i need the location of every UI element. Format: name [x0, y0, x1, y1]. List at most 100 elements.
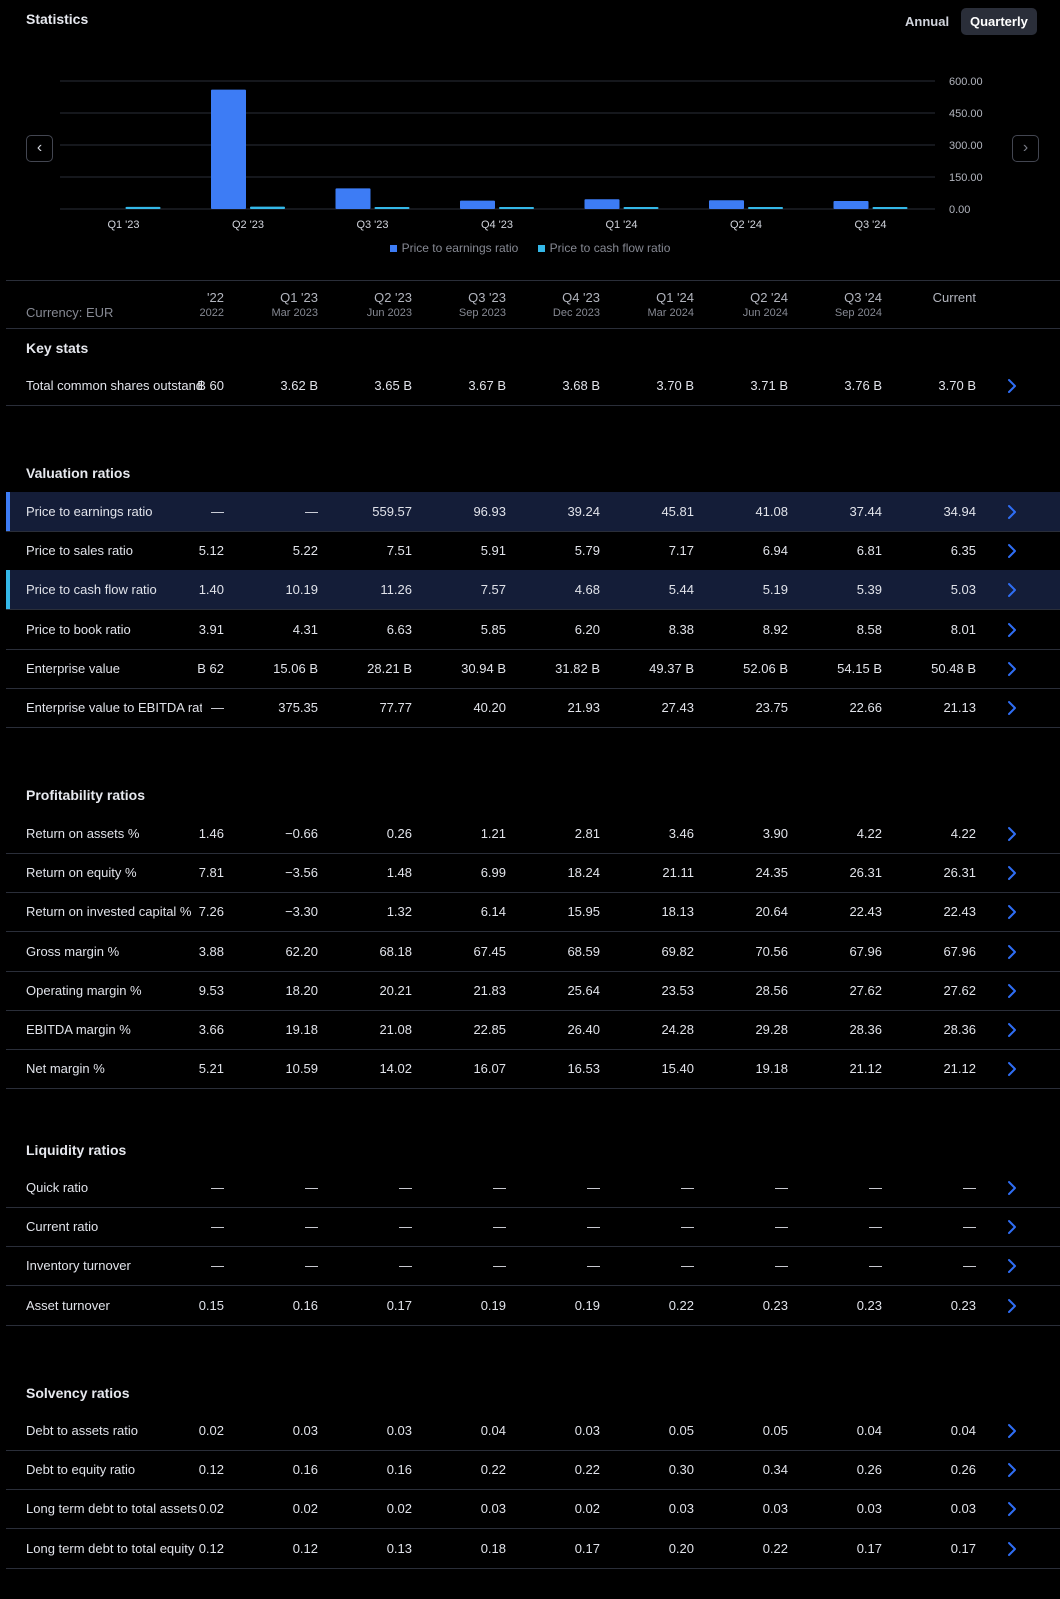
row-value: 26.31: [943, 865, 976, 881]
table-row[interactable]: Gross margin % 3.88 62.20 68.18 67.45 68.59 69…: [6, 932, 1060, 972]
chevron-right-icon[interactable]: [1005, 824, 1019, 844]
table-row[interactable]: Quick ratio — — — — — — — — —: [6, 1168, 1060, 1208]
row-divider: [6, 1049, 1060, 1050]
chevron-right-icon[interactable]: [1005, 502, 1019, 522]
bar-pcf: [499, 207, 534, 209]
row-value: 0.04: [480, 1423, 506, 1438]
table-row[interactable]: Total common shares outstanding 60 B 3.62 …: [6, 366, 1060, 406]
legend-item-pe[interactable]: Price to earnings ratio: [389, 241, 518, 255]
row-value: 67.96: [849, 943, 882, 959]
row-value: 10.19: [285, 582, 318, 598]
chevron-right-icon[interactable]: [1005, 981, 1019, 1001]
table-row[interactable]: Operating margin % 9.53 18.20 20.21 21.83 25.…: [6, 971, 1060, 1011]
series-indicator: [6, 492, 10, 532]
table-row[interactable]: Price to earnings ratio — — 559.57 96.93 39.2…: [6, 492, 1060, 532]
period-header: Q4 '23 Dec 2023: [504, 290, 600, 321]
table-row[interactable]: Enterprise value 62 B 15.06 B 28.21 B 30.94 …: [6, 649, 1060, 689]
row-value: 0.03: [856, 1501, 882, 1517]
period-label: '22: [207, 290, 224, 305]
table-row[interactable]: Current ratio — — — — — — — — —: [6, 1207, 1060, 1247]
chevron-right-icon[interactable]: [1005, 942, 1019, 962]
chart-legend: Price to earnings ratio Price to cash fl…: [0, 241, 1060, 255]
table-row[interactable]: Asset turnover 0.15 0.16 0.17 0.19 0.19 0.22 0.…: [6, 1286, 1060, 1326]
table-row[interactable]: Return on assets % 1.46 −0.66 0.26 1.21 2.81 3…: [6, 814, 1060, 854]
chevron-right-icon[interactable]: [1005, 1178, 1019, 1198]
row-value: 6.63: [386, 621, 412, 637]
period-label: Q1 '23: [280, 290, 318, 305]
chevron-right-icon[interactable]: [1005, 1499, 1019, 1519]
chart-next-button[interactable]: ›: [1012, 135, 1039, 162]
annual-toggle[interactable]: Annual: [905, 14, 950, 29]
table-row[interactable]: Price to book ratio 3.91 4.31 6.63 5.85 6.20 8…: [6, 610, 1060, 650]
table-row[interactable]: Return on invested capital % 7.26 −3.30 1.3…: [6, 892, 1060, 932]
table-header: Currency: EUR '22 2022 Q1 '23 Mar 2023 Q2 '2…: [0, 286, 1060, 336]
row-value: —: [587, 1219, 600, 1235]
table-row[interactable]: Return on equity % 7.81 −3.56 1.48 6.99 18.24…: [6, 853, 1060, 893]
row-value: 0.34: [762, 1462, 788, 1478]
row-value: —: [869, 1258, 882, 1274]
chevron-right-icon[interactable]: [1005, 541, 1019, 561]
chevron-right-icon[interactable]: [1005, 863, 1019, 883]
row-value: 22.66: [849, 700, 882, 715]
row-value: 52.06 B: [743, 660, 788, 676]
quarterly-toggle[interactable]: Quarterly: [961, 8, 1037, 35]
row-value: 41.08: [755, 504, 788, 519]
row-divider: [6, 1285, 1060, 1287]
row-value: 0.05: [668, 1423, 694, 1438]
chevron-right-icon[interactable]: [1005, 1296, 1019, 1316]
row-value: —: [399, 1219, 412, 1235]
row-value: 21.13: [943, 700, 976, 715]
chevron-right-icon[interactable]: [1005, 1217, 1019, 1237]
period-label: Current: [932, 290, 976, 305]
chevron-right-icon[interactable]: [1005, 620, 1019, 640]
row-label: Total common shares outstanding: [26, 378, 202, 393]
table-row[interactable]: Price to cash flow ratio 1.40 10.19 11.26 7.…: [6, 570, 1060, 611]
row-value: 28.36: [943, 1022, 976, 1037]
table-row[interactable]: Long term debt to total assets 0.02 0.02 0.…: [6, 1489, 1060, 1529]
table-row[interactable]: EBITDA margin % 3.66 19.18 21.08 22.85 26.40 2…: [6, 1010, 1060, 1050]
row-value: 22.43: [943, 904, 976, 920]
chevron-right-icon[interactable]: [1005, 1539, 1019, 1559]
period-header: Q3 '24 Sep 2024: [786, 290, 882, 321]
row-value: 8.01: [950, 621, 976, 637]
table-row[interactable]: Debt to equity ratio 0.12 0.16 0.16 0.22 0.22…: [6, 1450, 1060, 1490]
row-value: 6.99: [480, 865, 506, 881]
row-value: 21.12: [943, 1061, 976, 1077]
period-label: Q2 '23: [374, 290, 412, 305]
y-tick-label: 150.00: [949, 172, 983, 184]
chevron-right-icon[interactable]: [1005, 1460, 1019, 1480]
chevron-right-icon[interactable]: [1005, 659, 1019, 679]
chevron-right-icon[interactable]: [1005, 1059, 1019, 1079]
row-value: 0.02: [574, 1501, 600, 1517]
chevron-right-icon[interactable]: [1005, 580, 1019, 600]
legend-item-pcf[interactable]: Price to cash flow ratio: [537, 241, 670, 255]
chevron-right-icon[interactable]: [1005, 1020, 1019, 1040]
row-value: 11.26: [380, 582, 412, 598]
x-tick-label: Q1 '23: [107, 219, 139, 231]
table-row[interactable]: Price to sales ratio 5.12 5.22 7.51 5.91 5.79…: [6, 531, 1060, 571]
row-value: 27.43: [661, 700, 694, 715]
row-value: 28.36: [849, 1022, 882, 1037]
row-divider: [6, 687, 1060, 689]
chevron-right-icon[interactable]: [1005, 1421, 1019, 1441]
row-value: 28.56: [755, 982, 788, 998]
table-row[interactable]: Long term debt to total equity 0.12 0.12 0.…: [6, 1529, 1060, 1569]
period-date: 2022: [199, 307, 224, 319]
row-value: 26.31: [849, 865, 882, 881]
chevron-right-icon[interactable]: [1005, 902, 1019, 922]
chevron-right-icon[interactable]: [1005, 698, 1019, 718]
table-row[interactable]: Inventory turnover — — — — — — — — —: [6, 1246, 1060, 1286]
chart-prev-button[interactable]: ‹: [26, 135, 53, 162]
row-value: 16.07: [473, 1061, 506, 1077]
row-divider: [6, 648, 1060, 650]
chevron-right-icon[interactable]: [1005, 376, 1019, 396]
table-row[interactable]: Net margin % 5.21 10.59 14.02 16.07 16.53 15.4…: [6, 1049, 1060, 1089]
row-value: 1.48: [386, 865, 412, 881]
row-divider: [6, 1489, 1060, 1491]
table-row[interactable]: Debt to assets ratio 0.02 0.03 0.03 0.04 0.03…: [6, 1411, 1060, 1451]
row-divider: [6, 853, 1060, 854]
x-tick-label: Q3 '24: [854, 219, 886, 231]
table-row[interactable]: Enterprise value to EBITDA ratio — 375.35 7…: [6, 688, 1060, 728]
row-label: Return on invested capital %: [26, 904, 192, 920]
chevron-right-icon[interactable]: [1005, 1256, 1019, 1276]
